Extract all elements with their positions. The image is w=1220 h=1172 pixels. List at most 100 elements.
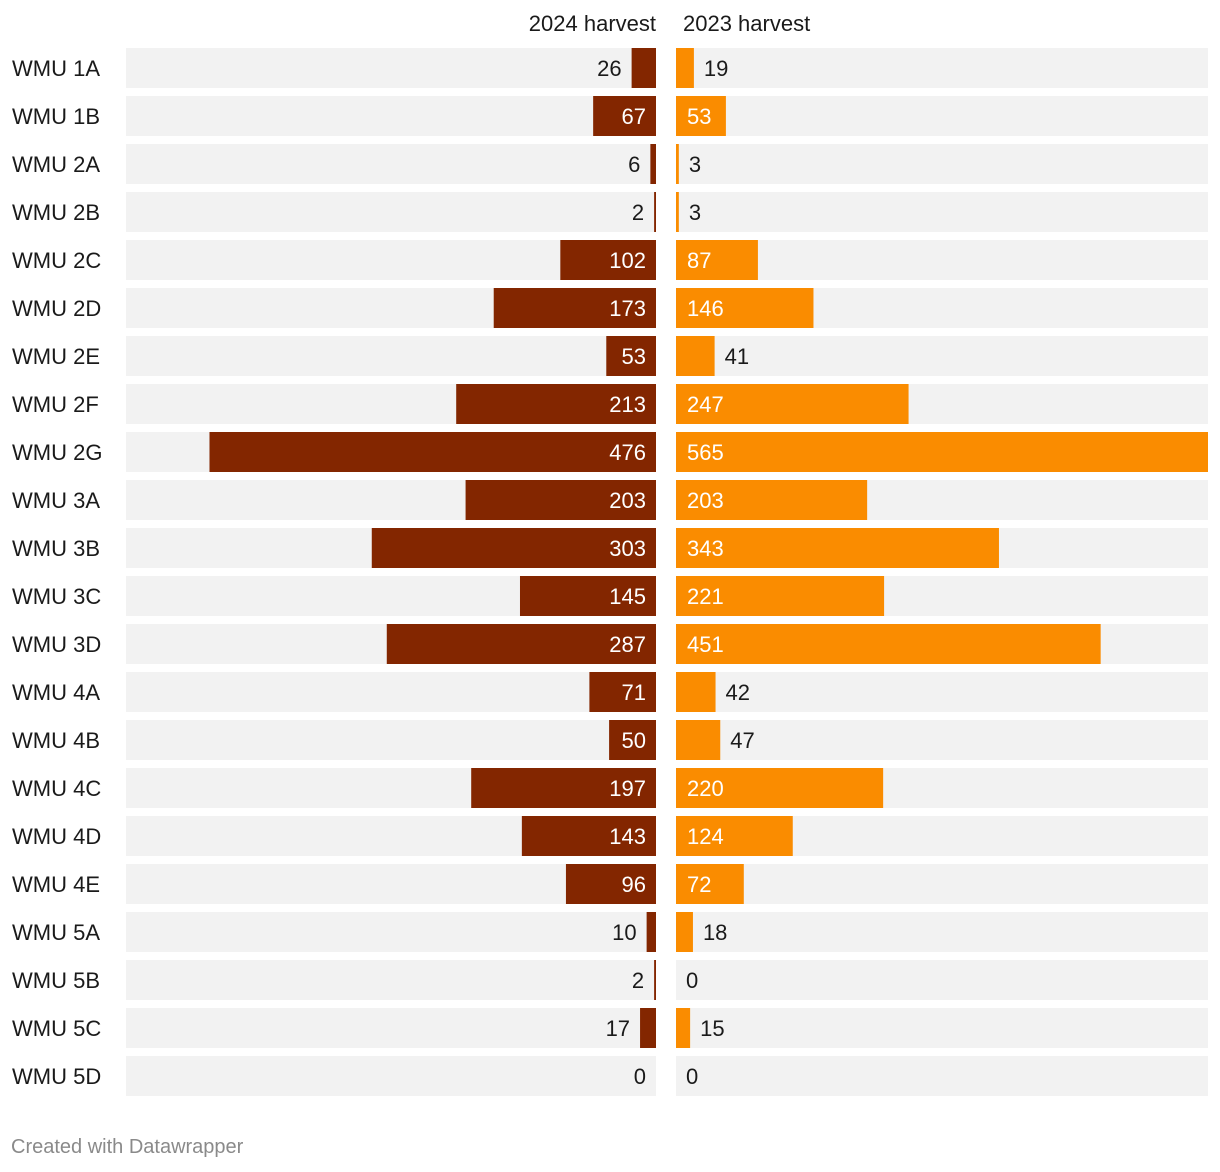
bar-2024 <box>609 720 656 760</box>
value-2024: 53 <box>622 344 646 369</box>
row-label: WMU 5A <box>12 920 100 945</box>
bar-2023 <box>676 240 758 280</box>
track-2023 <box>676 672 1208 712</box>
value-2023: 3 <box>689 200 701 225</box>
row-label: WMU 2G <box>12 440 102 465</box>
bar-2024 <box>589 672 656 712</box>
value-2023: 15 <box>700 1016 724 1041</box>
bar-2023 <box>676 624 1101 664</box>
track-2023 <box>676 240 1208 280</box>
row-label: WMU 5C <box>12 1016 101 1041</box>
value-2023: 53 <box>687 104 711 129</box>
row-label: WMU 4B <box>12 728 100 753</box>
bar-2023 <box>676 816 793 856</box>
track-2024 <box>126 336 656 376</box>
bar-2024 <box>631 48 656 88</box>
value-2024: 303 <box>609 536 646 561</box>
row-label: WMU 4E <box>12 872 100 897</box>
bar-2024 <box>465 480 656 520</box>
row-label: WMU 3D <box>12 632 101 657</box>
footer-credit: Created with Datawrapper <box>11 1136 244 1158</box>
bar-2023 <box>676 1008 691 1048</box>
value-2024: 26 <box>597 56 621 81</box>
track-2023 <box>676 192 1208 232</box>
value-2024: 173 <box>609 296 646 321</box>
track-2023 <box>676 144 1208 184</box>
bar-2024 <box>209 432 656 472</box>
track-2024 <box>126 192 656 232</box>
header-2023: 2023 harvest <box>683 11 810 36</box>
value-2023: 220 <box>687 776 724 801</box>
track-2023 <box>676 1056 1208 1096</box>
row-label: WMU 2D <box>12 296 101 321</box>
value-2023: 87 <box>687 248 711 273</box>
bar-2023 <box>676 576 885 616</box>
value-2024: 0 <box>634 1064 646 1089</box>
track-2024 <box>126 912 656 952</box>
value-2023: 343 <box>687 536 724 561</box>
track-2024 <box>126 1008 656 1048</box>
value-2024: 6 <box>628 152 640 177</box>
value-2024: 476 <box>609 440 646 465</box>
row-label: WMU 3A <box>12 488 100 513</box>
row-label: WMU 2C <box>12 248 101 273</box>
bar-2024 <box>650 144 656 184</box>
bar-2023 <box>676 768 884 808</box>
bar-2024 <box>560 240 656 280</box>
value-2023: 3 <box>689 152 701 177</box>
track-2024 <box>126 960 656 1000</box>
value-2024: 203 <box>609 488 646 513</box>
row-label: WMU 2E <box>12 344 100 369</box>
bar-2023 <box>676 672 716 712</box>
row-label: WMU 1B <box>12 104 100 129</box>
bar-2024 <box>521 816 656 856</box>
bar-2023 <box>676 864 744 904</box>
value-2024: 197 <box>609 776 646 801</box>
value-2023: 42 <box>726 680 750 705</box>
track-2024 <box>126 96 656 136</box>
track-2023 <box>676 336 1208 376</box>
bar-2024 <box>640 1008 656 1048</box>
value-2023: 19 <box>704 56 728 81</box>
track-2024 <box>126 720 656 760</box>
bar-2023 <box>676 480 868 520</box>
value-2023: 0 <box>686 1064 698 1089</box>
track-2024 <box>126 48 656 88</box>
value-2024: 213 <box>609 392 646 417</box>
track-2024 <box>126 672 656 712</box>
row-label: WMU 4A <box>12 680 100 705</box>
track-2023 <box>676 96 1208 136</box>
bar-2023 <box>676 336 715 376</box>
bar-2023 <box>676 192 679 232</box>
value-2023: 47 <box>730 728 754 753</box>
row-label: WMU 2B <box>12 200 100 225</box>
bar-2023 <box>676 912 693 952</box>
row-label: WMU 1A <box>12 56 100 81</box>
bar-2023 <box>676 384 909 424</box>
value-2024: 17 <box>606 1016 630 1041</box>
row-label: WMU 5D <box>12 1064 101 1089</box>
value-2023: 203 <box>687 488 724 513</box>
bar-2024 <box>371 528 656 568</box>
value-2024: 2 <box>632 968 644 993</box>
bar-2024 <box>654 960 656 1000</box>
track-2023 <box>676 864 1208 904</box>
value-2024: 71 <box>622 680 646 705</box>
value-2023: 451 <box>687 632 724 657</box>
bar-2024 <box>654 192 656 232</box>
bar-2023 <box>676 96 726 136</box>
value-2024: 10 <box>612 920 636 945</box>
bar-2023 <box>676 288 814 328</box>
bar-2024 <box>606 336 656 376</box>
value-2024: 50 <box>622 728 646 753</box>
value-2023: 0 <box>686 968 698 993</box>
track-2024 <box>126 1056 656 1096</box>
value-2023: 18 <box>703 920 727 945</box>
value-2023: 221 <box>687 584 724 609</box>
header-2024: 2024 harvest <box>529 11 656 36</box>
value-2023: 72 <box>687 872 711 897</box>
row-label: WMU 2F <box>12 392 99 417</box>
bar-2024 <box>646 912 656 952</box>
bar-2023 <box>676 48 694 88</box>
